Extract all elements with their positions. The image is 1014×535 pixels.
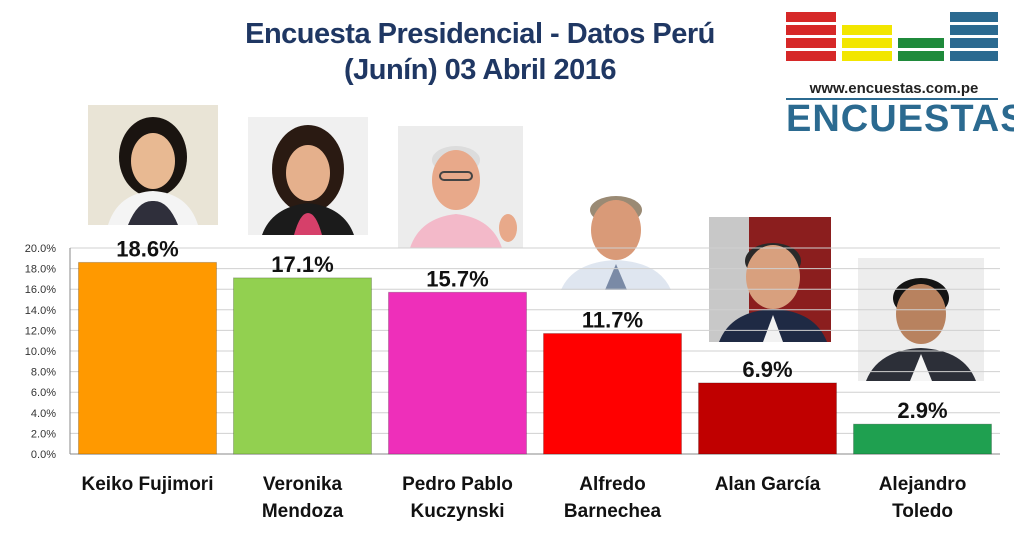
data-label: 17.1% bbox=[271, 252, 333, 277]
bar bbox=[388, 291, 527, 455]
x-category-label: Keiko Fujimori bbox=[82, 474, 214, 495]
candidate-photo-alejandro-toledo bbox=[858, 258, 984, 381]
logo-bar-segment bbox=[842, 51, 892, 61]
logo-bar-segment bbox=[786, 51, 836, 61]
x-category-label: Mendoza bbox=[262, 501, 344, 522]
data-label: 18.6% bbox=[116, 236, 178, 261]
logo-bar-segment bbox=[786, 38, 836, 48]
y-tick-label: 6.0% bbox=[31, 387, 56, 399]
chart-title-line2: (Junín) 03 Abril 2016 bbox=[343, 54, 617, 86]
logo-wordmark: ENCUESTAS bbox=[786, 98, 1014, 140]
logo-bar-segment bbox=[950, 25, 998, 35]
x-category-label: Alejandro bbox=[879, 474, 967, 495]
logo-url: www.encuestas.com.pe bbox=[809, 80, 979, 97]
logo-bar-segment bbox=[898, 38, 944, 48]
logo-bar-segment bbox=[842, 38, 892, 48]
y-tick-label: 14.0% bbox=[25, 305, 56, 317]
data-label: 6.9% bbox=[742, 357, 792, 382]
encuestas-logo: www.encuestas.com.pe ENCUESTAS bbox=[786, 12, 1014, 140]
data-label: 11.7% bbox=[582, 307, 643, 332]
x-category-label: Toledo bbox=[892, 501, 953, 522]
y-tick-label: 20.0% bbox=[25, 243, 56, 255]
y-tick-label: 2.0% bbox=[31, 428, 56, 440]
x-category-label: Alan García bbox=[715, 474, 821, 495]
data-label: 2.9% bbox=[897, 398, 947, 423]
logo-bar-segment bbox=[950, 51, 998, 61]
candidate-photo-alan-garcia bbox=[709, 217, 831, 342]
chart-title-line1: Encuesta Presidencial - Datos Perú bbox=[245, 18, 715, 50]
data-label: 15.7% bbox=[426, 266, 488, 291]
logo-bar-segment bbox=[786, 12, 836, 22]
x-category-label: Veronika bbox=[263, 474, 343, 495]
candidate-photo-keiko-fujimori bbox=[88, 105, 218, 225]
y-tick-label: 4.0% bbox=[31, 408, 56, 420]
bar bbox=[543, 332, 682, 455]
bar bbox=[698, 382, 837, 455]
x-category-label: Barnechea bbox=[564, 501, 662, 522]
x-category-label: Kuczynski bbox=[411, 501, 505, 522]
bar bbox=[853, 423, 992, 455]
y-tick-label: 12.0% bbox=[25, 325, 56, 337]
y-tick-label: 10.0% bbox=[25, 346, 56, 358]
y-tick-label: 18.0% bbox=[25, 264, 56, 276]
candidate-photo-alfredo-barnechea bbox=[555, 180, 677, 290]
bar bbox=[233, 277, 372, 455]
bar bbox=[78, 261, 217, 455]
x-category-label: Pedro Pablo bbox=[402, 474, 513, 495]
x-category-label: Alfredo bbox=[579, 474, 646, 495]
logo-bars-icon bbox=[786, 12, 998, 61]
logo-bar-segment bbox=[898, 51, 944, 61]
y-tick-label: 16.0% bbox=[25, 284, 56, 296]
logo-bar-segment bbox=[842, 25, 892, 35]
y-tick-label: 0.0% bbox=[31, 449, 56, 461]
logo-bar-segment bbox=[950, 12, 998, 22]
candidate-photo-veronika-mendoza bbox=[248, 117, 368, 235]
y-tick-label: 8.0% bbox=[31, 367, 56, 379]
logo-divider bbox=[786, 98, 998, 100]
logo-bar-segment bbox=[786, 25, 836, 35]
candidate-photo-pedro-pablo-kuczynski bbox=[398, 126, 523, 248]
logo-bar-segment bbox=[950, 38, 998, 48]
